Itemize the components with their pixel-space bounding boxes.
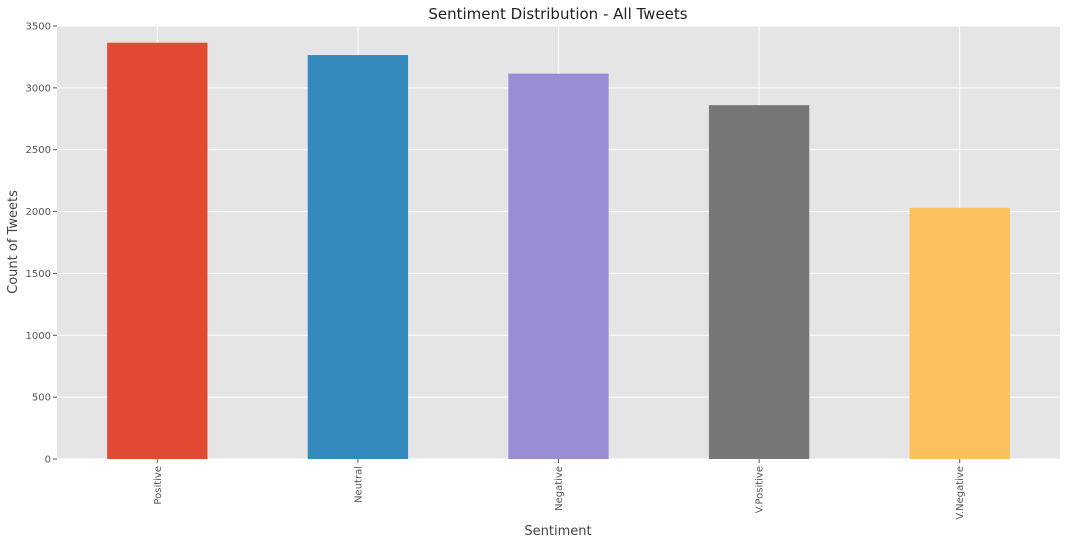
x-tick-label: V.Positive bbox=[755, 466, 766, 513]
y-tick-label: 1000 bbox=[26, 331, 51, 342]
y-tick-label: 2500 bbox=[26, 145, 51, 156]
bar-negative bbox=[508, 73, 609, 459]
x-tick-label: V.Negative bbox=[955, 466, 966, 520]
bar-v-positive bbox=[708, 105, 810, 460]
x-axis-label: Sentiment bbox=[524, 524, 591, 539]
y-tick-label: 3500 bbox=[26, 22, 51, 33]
bar-positive bbox=[107, 42, 208, 460]
bar-v-negative bbox=[909, 207, 1010, 459]
y-tick-label: 3000 bbox=[26, 83, 51, 94]
x-tick-label: Negative bbox=[554, 466, 565, 511]
y-tick-labels: 0 500 1000 1500 2000 2500 3000 3500 bbox=[26, 22, 57, 466]
y-tick-label: 500 bbox=[32, 393, 51, 404]
y-tick-label: 0 bbox=[45, 455, 51, 466]
y-tick-label: 2000 bbox=[26, 207, 51, 218]
y-axis-label: Count of Tweets bbox=[6, 190, 21, 294]
y-tick-label: 1500 bbox=[26, 269, 51, 280]
bars bbox=[107, 42, 1010, 460]
x-tick-label: Neutral bbox=[353, 466, 364, 503]
x-tick-labels: Positive Neutral Negative V.Positive V.Negat… bbox=[153, 459, 966, 520]
chart-title: Sentiment Distribution - All Tweets bbox=[428, 5, 687, 23]
x-tick-label: Positive bbox=[153, 466, 164, 505]
bar-neutral bbox=[307, 55, 409, 460]
